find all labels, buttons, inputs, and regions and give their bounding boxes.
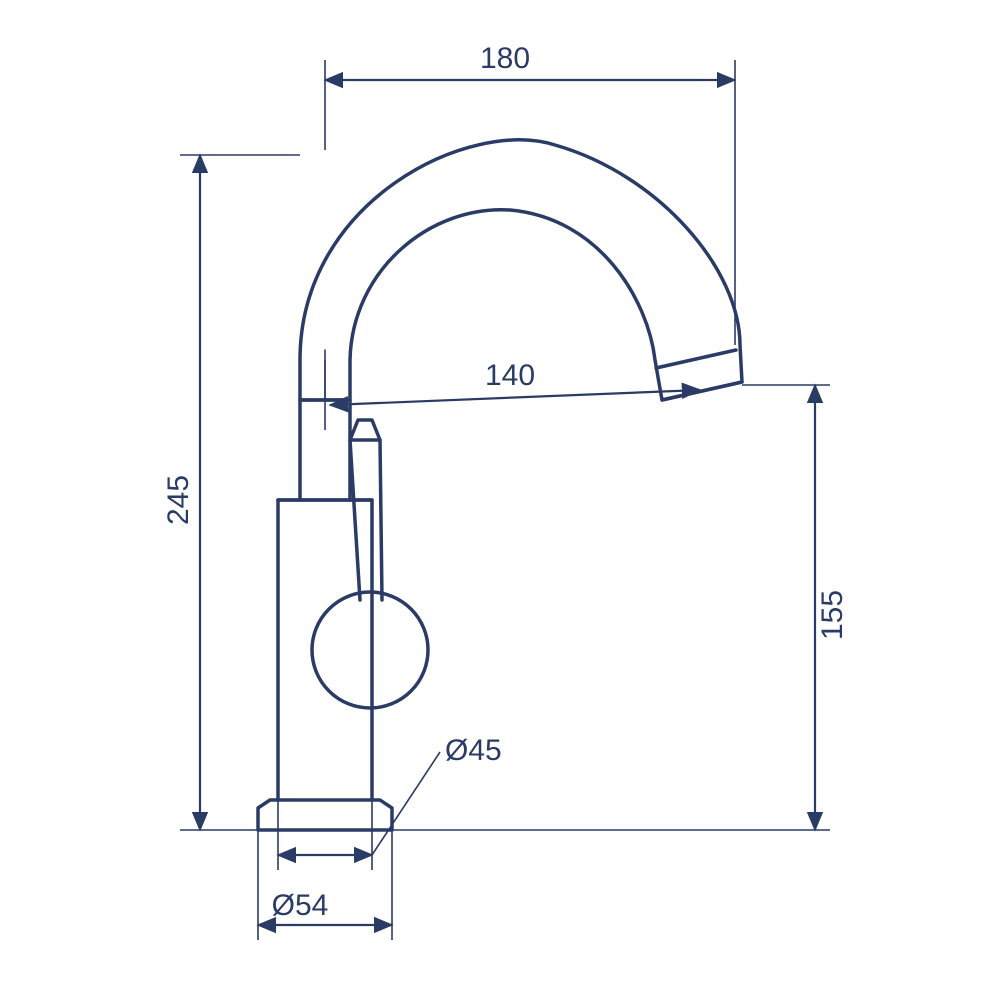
faucet-dimension-drawing: 180 245 140 155 Ø45 Ø54 <box>0 0 1000 1000</box>
dim-body-diameter: Ø45 <box>445 734 502 767</box>
dim-spout-reach: 140 <box>485 359 535 392</box>
dim-base-diameter: Ø54 <box>272 889 329 922</box>
dim-spout-drop: 155 <box>816 590 849 640</box>
dimension-text: 180 245 140 155 Ø45 Ø54 <box>162 42 849 922</box>
dim-total-height: 245 <box>162 475 195 525</box>
faucet-outline <box>258 140 742 830</box>
dim-top-width: 180 <box>480 42 530 75</box>
